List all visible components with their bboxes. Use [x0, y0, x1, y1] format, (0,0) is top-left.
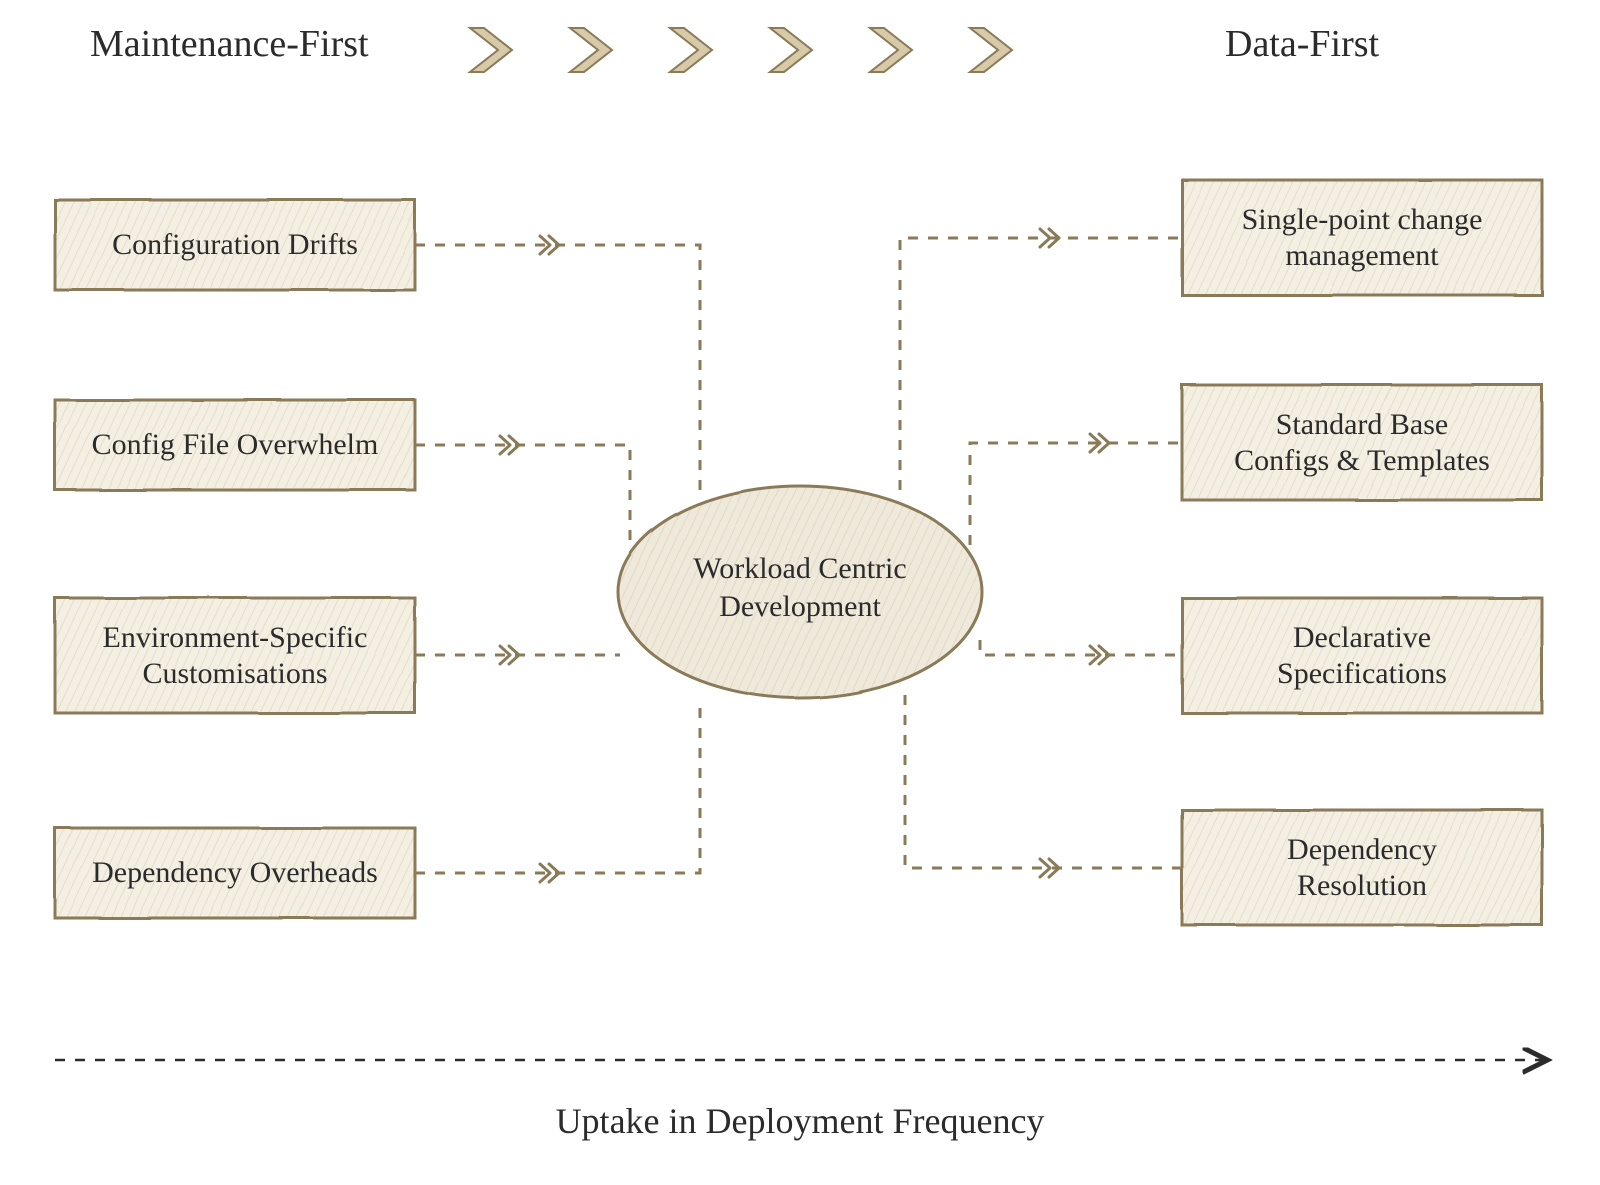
left-connector-arrows: [500, 236, 559, 882]
bottom-axis-label: Uptake in Deployment Frequency: [0, 1100, 1600, 1142]
header-right-label: Data-First: [1225, 22, 1379, 66]
header-left-label: Maintenance-First: [90, 22, 369, 66]
center-node-label: Workload Centric Development: [618, 550, 982, 625]
left-box-group: [55, 200, 415, 918]
right-connector-arrows: [1040, 229, 1109, 877]
header-chevrons: [470, 28, 1012, 72]
right-box-group: [1182, 180, 1542, 925]
